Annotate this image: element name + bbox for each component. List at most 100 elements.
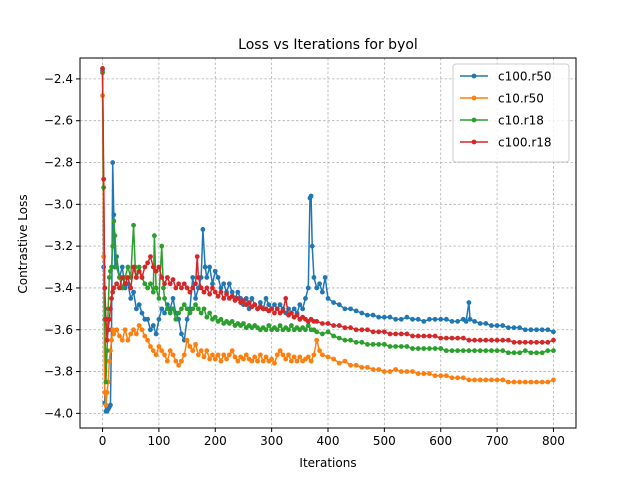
data-point (218, 285, 224, 291)
data-point (505, 337, 511, 343)
y-tick-label: −2.6 (44, 114, 73, 128)
data-point (359, 327, 365, 333)
data-point (207, 310, 213, 316)
legend-item: c100.r18 (460, 136, 552, 150)
data-point (198, 285, 204, 291)
data-point (517, 325, 523, 331)
x-tick-label: 100 (147, 434, 170, 448)
data-point (308, 358, 314, 364)
data-point (161, 285, 166, 291)
data-point (460, 335, 466, 341)
x-tick-label: 800 (542, 434, 565, 448)
data-point (342, 325, 348, 331)
data-point (133, 275, 139, 280)
data-point (427, 316, 432, 322)
data-point (153, 352, 159, 358)
data-point (466, 348, 472, 354)
data-point (164, 275, 170, 280)
data-point (215, 275, 221, 280)
data-point (348, 362, 353, 368)
data-point (300, 306, 306, 312)
legend-box (452, 63, 570, 163)
y-axis-label: Contrastive Loss (16, 194, 30, 293)
data-point (128, 331, 134, 337)
data-point (539, 339, 545, 345)
data-point (131, 289, 136, 295)
data-point (421, 371, 427, 377)
data-point (387, 314, 393, 320)
x-tick-label: 400 (317, 434, 340, 448)
data-point (229, 348, 235, 354)
data-point (348, 337, 353, 343)
data-point (145, 316, 151, 322)
data-point (272, 302, 277, 308)
data-point (365, 327, 370, 333)
data-point (252, 302, 258, 308)
data-point (317, 281, 322, 287)
data-point (370, 329, 376, 335)
legend-swatch-marker (471, 117, 477, 123)
data-point (551, 377, 556, 383)
data-point (142, 281, 148, 287)
data-point (207, 356, 213, 362)
data-point (277, 323, 283, 328)
data-point (145, 260, 151, 266)
y-tick-label: −3.6 (44, 323, 73, 337)
data-point (181, 302, 187, 308)
data-point (319, 352, 325, 358)
data-point (291, 306, 297, 312)
data-point (103, 402, 109, 408)
data-point (139, 275, 145, 280)
data-point (443, 373, 449, 379)
data-point (190, 285, 196, 291)
data-point (288, 310, 294, 316)
data-point (545, 379, 551, 385)
data-point (274, 306, 280, 312)
data-point (539, 327, 545, 333)
data-point (156, 296, 162, 301)
data-point (500, 348, 506, 354)
data-point (522, 348, 528, 354)
legend-label: c10.r50 (498, 92, 544, 106)
data-point (443, 348, 449, 354)
data-point (387, 369, 393, 374)
data-point (173, 285, 179, 291)
data-point (201, 354, 207, 360)
data-point (204, 285, 210, 291)
data-point (404, 344, 410, 349)
data-point (325, 296, 331, 301)
data-point (187, 310, 193, 316)
data-point (221, 352, 227, 358)
data-point (114, 264, 120, 270)
data-point (128, 296, 134, 301)
data-point (187, 344, 193, 349)
data-point (365, 341, 370, 347)
data-point (139, 310, 145, 316)
data-point (353, 327, 359, 333)
data-point (415, 316, 421, 322)
axis-ticks: 0 100 200 300 400 500 600 700 800 −4.0 −3.8 −3.6 −3.… (44, 72, 565, 448)
data-point (277, 302, 283, 308)
data-point (376, 341, 382, 347)
data-point (159, 243, 165, 249)
data-point (136, 264, 142, 270)
data-point (162, 281, 167, 287)
data-point (317, 348, 322, 354)
data-point (421, 318, 427, 324)
data-point (294, 358, 300, 364)
series-c10.r50 (100, 93, 556, 408)
legend-swatch-marker (471, 139, 477, 145)
data-point (198, 348, 204, 354)
data-point (336, 360, 342, 366)
data-point (308, 193, 314, 199)
data-point (122, 327, 128, 333)
data-point (148, 344, 153, 349)
data-point (455, 348, 461, 354)
y-tick-label: −3.8 (44, 365, 73, 379)
data-point (226, 281, 232, 287)
data-point (150, 323, 156, 328)
data-point (167, 310, 173, 316)
data-point (381, 314, 387, 320)
data-point (348, 325, 353, 331)
data-point (148, 281, 153, 287)
